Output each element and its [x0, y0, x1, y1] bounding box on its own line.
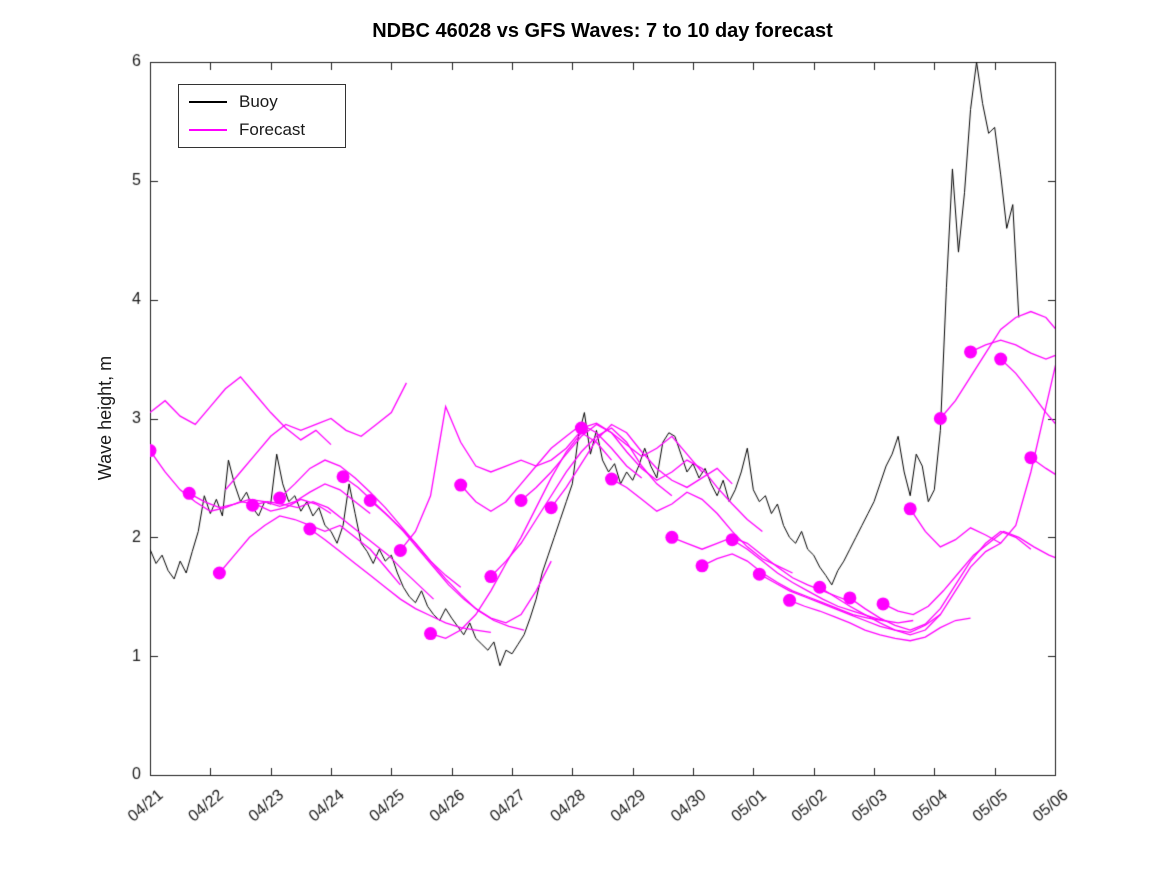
legend: Buoy Forecast: [178, 84, 346, 148]
buoy-line-swatch: [189, 101, 227, 103]
y-axis-label: Wave height, m: [95, 355, 115, 481]
forecast-line-swatch: [189, 129, 227, 131]
legend-label-forecast: Forecast: [239, 120, 306, 139]
chart-title: NDBC 46028 vs GFS Waves: 7 to 10 day for…: [372, 20, 833, 42]
legend-item-buoy: Buoy: [179, 88, 345, 116]
legend-label-buoy: Buoy: [239, 92, 278, 111]
legend-item-forecast: Forecast: [179, 116, 345, 144]
